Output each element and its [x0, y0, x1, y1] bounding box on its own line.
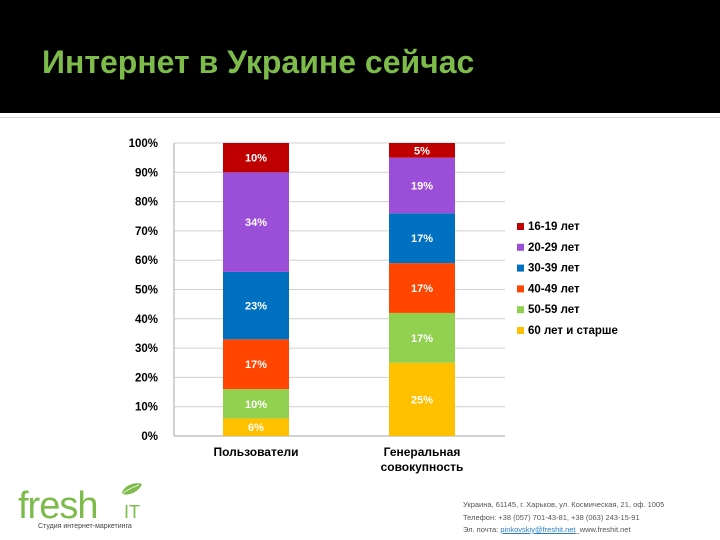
- bar-segment: [389, 263, 455, 313]
- y-tick-label: 100%: [129, 138, 158, 150]
- email-link[interactable]: pinkovskiy@freshit.net: [500, 525, 576, 534]
- legend: 16-19 лет 20-29 лет 30-39 лет 40-49 лет 50-5…: [517, 221, 618, 337]
- bar-segment: [389, 157, 455, 214]
- bar-segment: [223, 172, 289, 272]
- legend-entry: 16-19 лет: [528, 221, 580, 233]
- freshit-logo: fresh IT: [18, 483, 142, 527]
- legend-entry: 30-39 лет: [528, 263, 580, 275]
- data-labels: 6% 10% 17% 23% 34% 10% 25% 17% 17% 17% 19% 5%: [245, 145, 433, 434]
- bar-segment: [223, 418, 289, 436]
- bar-segment: [223, 271, 289, 340]
- legend-swatch: [517, 327, 524, 334]
- logo-suffix: IT: [124, 502, 140, 522]
- site-separator: _: [575, 525, 580, 534]
- bar-segment: [223, 143, 289, 173]
- y-tick-label: 10%: [135, 402, 158, 414]
- legend-entry: 50-59 лет: [528, 304, 580, 316]
- data-label: 10%: [245, 153, 267, 165]
- legend-entry: 40-49 лет: [528, 283, 580, 295]
- slide-header: Интернет в Украине сейчас: [0, 0, 720, 113]
- bar-segment: [223, 339, 289, 390]
- bar-segment: [223, 389, 289, 419]
- phone-line: Телефон: +38 (057) 701-43-81, +38 (063) …: [463, 512, 640, 522]
- email-label: Эл. почта:: [463, 525, 501, 534]
- y-tick-label: 20%: [135, 372, 158, 384]
- legend-swatch: [517, 223, 524, 230]
- legend-entry: 20-29 лет: [528, 242, 580, 254]
- data-label: 19%: [411, 180, 433, 192]
- site-link[interactable]: www.freshit.net: [579, 525, 631, 534]
- data-label: 17%: [245, 359, 267, 371]
- data-label: 5%: [414, 145, 430, 157]
- bar-segment: [389, 143, 455, 158]
- y-tick-label: 0%: [141, 431, 158, 443]
- x-tick-label: Генеральная: [384, 445, 461, 459]
- legend-entry: 60 лет и старше: [528, 325, 618, 337]
- x-tick-label: совокупность: [381, 460, 464, 474]
- data-label: 17%: [411, 283, 433, 295]
- legend-swatch: [517, 306, 524, 314]
- bar-segment: [389, 312, 455, 363]
- x-tick-label: Пользователи: [213, 445, 298, 459]
- leaf-icon: [122, 483, 142, 495]
- contacts-block: Украина, 61145, г. Харьков, ул. Космичес…: [463, 499, 664, 537]
- data-label: 6%: [248, 422, 264, 434]
- data-label: 10%: [245, 399, 267, 411]
- legend-swatch: [517, 243, 524, 251]
- y-tick-label: 70%: [135, 226, 158, 238]
- data-label: 34%: [245, 217, 267, 229]
- data-label: 17%: [411, 233, 433, 245]
- logo-text: fresh: [18, 485, 97, 527]
- bars: [223, 143, 455, 436]
- y-tick-label: 50%: [135, 285, 158, 297]
- y-tick-label: 90%: [135, 167, 158, 179]
- data-label: 25%: [411, 394, 433, 406]
- y-axis-ticks: 0% 10% 20% 30% 40% 50% 60% 70% 80% 90% 100%: [129, 138, 158, 443]
- brand-tagline: Студия интернет-маркетинга: [38, 523, 132, 530]
- slide-title: Интернет в Украине сейчас: [42, 44, 475, 80]
- y-tick-label: 40%: [135, 314, 158, 326]
- data-label: 23%: [245, 301, 267, 313]
- legend-swatch: [517, 264, 524, 272]
- bar-segment: [389, 362, 455, 436]
- data-label: 17%: [411, 333, 433, 345]
- y-tick-label: 30%: [135, 343, 158, 355]
- bar-segment: [389, 213, 455, 264]
- address-line: Украина, 61145, г. Харьков, ул. Космичес…: [463, 500, 665, 509]
- email-line: Эл. почта: pinkovskiy@freshit.net_www.fr…: [463, 524, 664, 537]
- header-divider: [0, 117, 720, 118]
- legend-swatch: [517, 285, 524, 293]
- y-tick-label: 80%: [135, 197, 158, 209]
- y-tick-label: 60%: [135, 255, 158, 267]
